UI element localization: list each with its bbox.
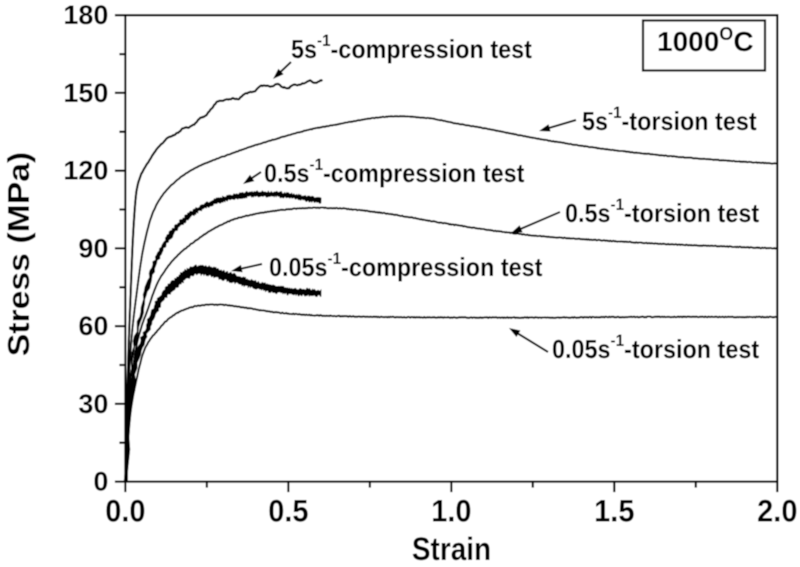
svg-text:30: 30 xyxy=(78,389,108,419)
svg-text:0.5s-1-compression test: 0.5s-1-compression test xyxy=(264,156,524,188)
svg-text:120: 120 xyxy=(63,156,108,186)
svg-text:2.0: 2.0 xyxy=(757,493,797,529)
svg-text:0.5s-1-torsion test: 0.5s-1-torsion test xyxy=(565,196,759,228)
svg-text:1.5: 1.5 xyxy=(594,493,634,529)
svg-text:60: 60 xyxy=(78,311,108,341)
svg-text:1.0: 1.0 xyxy=(431,493,471,529)
svg-text:0.05s-1-compression test: 0.05s-1-compression test xyxy=(269,250,542,282)
svg-text:180: 180 xyxy=(63,0,108,30)
svg-text:5s-1-compression test: 5s-1-compression test xyxy=(291,32,532,64)
svg-text:Stress (MPa): Stress (MPa) xyxy=(1,152,35,357)
svg-text:0.05s-1-torsion test: 0.05s-1-torsion test xyxy=(552,332,759,364)
svg-text:1000OC: 1000OC xyxy=(657,24,754,57)
svg-text:0: 0 xyxy=(93,467,108,497)
svg-text:0.5: 0.5 xyxy=(268,493,308,529)
svg-text:150: 150 xyxy=(63,78,108,108)
svg-text:90: 90 xyxy=(78,233,108,263)
svg-text:Strain: Strain xyxy=(412,532,491,567)
svg-text:0.0: 0.0 xyxy=(105,493,145,529)
